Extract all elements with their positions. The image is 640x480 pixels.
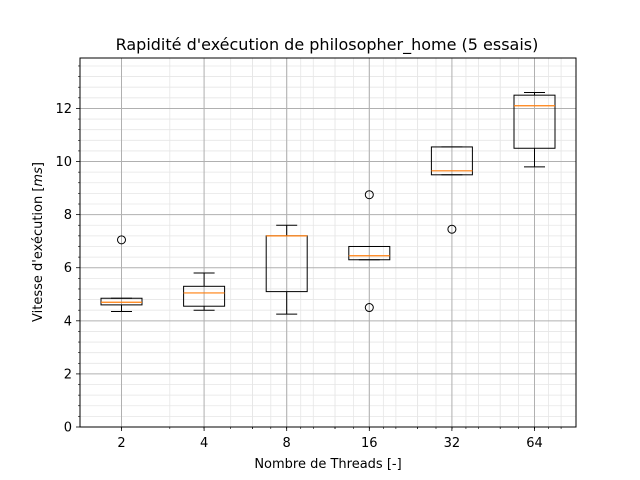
- chart-title: Rapidité d'exécution de philosopher_home…: [116, 35, 539, 55]
- box-group: [348, 190, 391, 313]
- y-tick-label: 12: [55, 102, 72, 117]
- outlier-point: [447, 224, 457, 234]
- box: [183, 285, 226, 307]
- box-series: [100, 92, 556, 315]
- box-group: [513, 92, 556, 168]
- y-tick-label: 6: [64, 261, 72, 276]
- y-axis-label-unit: ms: [31, 167, 46, 187]
- x-axis-label: Nombre de Threads [-]: [254, 457, 401, 472]
- y-tick-label: 10: [55, 155, 72, 170]
- outlier-point: [117, 235, 126, 245]
- outlier-point: [364, 190, 374, 200]
- box-group: [183, 272, 226, 311]
- y-tick-label: 0: [64, 421, 72, 436]
- box: [513, 94, 556, 149]
- y-tick-label: 2: [64, 367, 72, 382]
- box: [348, 245, 391, 261]
- box-group: [430, 146, 473, 234]
- y-axis-label-prefix: Vitesse d'exécution [: [31, 187, 46, 322]
- x-tick-label: 8: [283, 436, 291, 451]
- box: [430, 146, 473, 176]
- y-axis: 0 2 4 6 8 10 12: [55, 65, 80, 436]
- outlier-point: [364, 303, 374, 313]
- x-tick-label: 64: [526, 436, 543, 451]
- x-tick-label: 4: [200, 436, 208, 451]
- y-tick-label: 4: [64, 314, 72, 329]
- x-axis: 2 4 8 16 32 64: [117, 427, 562, 451]
- box: [100, 297, 143, 306]
- x-tick-label: 16: [361, 436, 378, 451]
- y-axis-label: Vitesse d'exécution [ms]: [31, 162, 46, 322]
- y-axis-label-suffix: ]: [31, 162, 46, 167]
- x-tick-label: 2: [117, 436, 125, 451]
- box-group: [265, 224, 308, 315]
- box-group: [100, 235, 143, 313]
- y-tick-label: 8: [64, 208, 72, 223]
- x-tick-label: 32: [444, 436, 461, 451]
- plot-frame: [79, 57, 577, 428]
